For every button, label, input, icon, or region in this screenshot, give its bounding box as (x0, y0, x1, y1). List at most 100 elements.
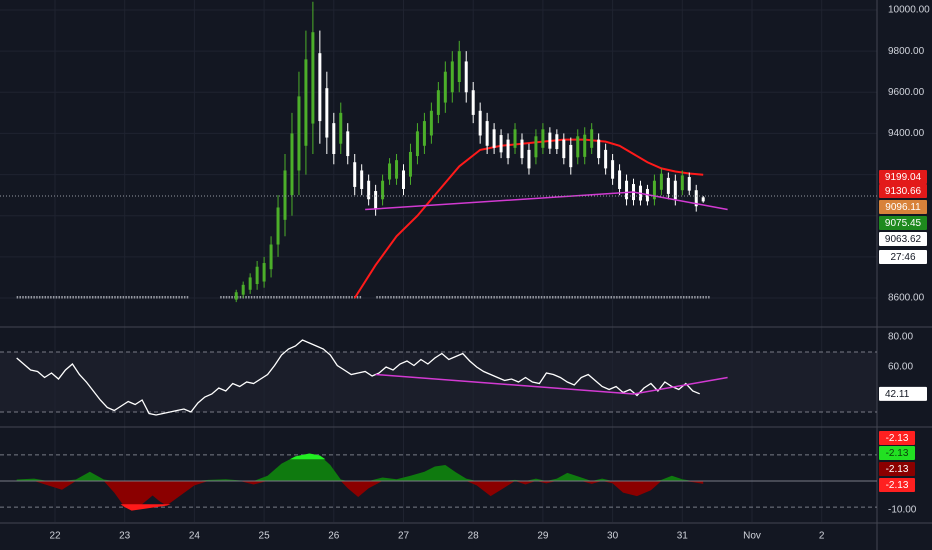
volume-dot (326, 296, 328, 299)
volume-dot (25, 296, 27, 299)
volume-dot (448, 296, 451, 299)
volume-dot (440, 296, 442, 299)
volume-dot (649, 296, 652, 299)
volume-dot (133, 296, 136, 299)
volume-dot (183, 296, 186, 299)
volume-dot (691, 296, 693, 299)
volume-dot (641, 296, 643, 299)
volume-dot (426, 296, 429, 299)
volume-dot (239, 296, 242, 299)
volume-dot (565, 296, 568, 299)
volume-dot (281, 296, 284, 299)
candle-body (464, 61, 468, 93)
volume-dot (699, 296, 702, 299)
candle-body (611, 160, 615, 179)
volume-dot (117, 296, 119, 299)
volume-dot (83, 296, 86, 299)
volume-dot (630, 296, 632, 299)
candle-body (555, 134, 559, 150)
volume-dot (69, 296, 72, 299)
volume-dot (568, 296, 571, 299)
volume-dot (78, 296, 80, 299)
candle-body (311, 32, 315, 124)
volume-dot (267, 296, 270, 299)
price-tag-label: 9130.66 (885, 186, 922, 197)
candle-body (499, 135, 503, 153)
volume-dot (543, 296, 546, 299)
candle-body (604, 149, 608, 169)
candle-body (248, 277, 252, 290)
volume-dot (409, 296, 412, 299)
volume-dot (479, 296, 481, 299)
candle-body (680, 175, 684, 191)
volume-dot (342, 296, 345, 299)
candle-body (402, 170, 405, 189)
volume-dot (253, 296, 256, 299)
volume-dot (705, 296, 707, 299)
volume-dot (420, 296, 423, 299)
volume-dot (688, 296, 691, 299)
volume-dot (284, 296, 286, 299)
candle-body (457, 51, 461, 82)
candle-body (562, 139, 566, 159)
volume-dot (682, 296, 685, 299)
volume-dot (406, 296, 409, 299)
volume-dot (393, 296, 395, 299)
volume-dot (381, 296, 384, 299)
candle-body (673, 180, 677, 200)
oscillator-panel (0, 453, 877, 511)
volume-dot (498, 296, 501, 299)
candle-body (701, 197, 705, 202)
price-tag-box (879, 200, 927, 214)
volume-dot (607, 296, 610, 299)
candle-body (471, 90, 475, 115)
candle-body (436, 90, 440, 115)
volume-dot (273, 296, 275, 299)
volume-dot (150, 296, 152, 299)
volume-dot (178, 296, 180, 299)
volume-dot (303, 296, 306, 299)
volume-dot (186, 296, 189, 299)
volume-dot (136, 296, 139, 299)
rsi-band-fill (0, 352, 877, 412)
price-tag-box (879, 232, 927, 246)
candle-body (576, 136, 580, 158)
volume-dot (680, 296, 682, 299)
moving-average-line (353, 138, 704, 299)
candle-body (625, 180, 629, 200)
volume-dot (153, 296, 155, 299)
price-tag-label: 9199.04 (885, 172, 922, 183)
volume-dot (627, 296, 629, 299)
volume-dot (331, 296, 334, 299)
volume-dot (551, 296, 554, 299)
volume-dot (161, 296, 164, 299)
candle-body (276, 207, 280, 245)
volume-dot (298, 296, 300, 299)
volume-dot (459, 296, 462, 299)
rsi-trendline (633, 376, 728, 395)
volume-dot (507, 296, 509, 299)
volume-dot (295, 296, 297, 299)
volume-dot (130, 296, 133, 299)
volume-dot (114, 296, 116, 299)
price-tag-label: 27:46 (890, 252, 915, 263)
candle-body (541, 129, 545, 148)
volume-dot (41, 296, 44, 299)
time-tick-label: 22 (49, 531, 61, 542)
volume-dot (613, 296, 615, 299)
oscillator-negative-peak (120, 504, 171, 511)
osc-value-label: -2.13 (886, 464, 909, 475)
candle-body (346, 131, 350, 157)
volume-dot (518, 296, 521, 299)
volume-dot (476, 296, 479, 299)
volume-dot (646, 296, 649, 299)
volume-dot (554, 296, 557, 299)
volume-dot (320, 296, 323, 299)
volume-dot (256, 296, 258, 299)
candle-body (388, 163, 392, 180)
candle-body (297, 96, 301, 171)
volume-dot (292, 296, 295, 299)
candle-body (597, 139, 601, 159)
